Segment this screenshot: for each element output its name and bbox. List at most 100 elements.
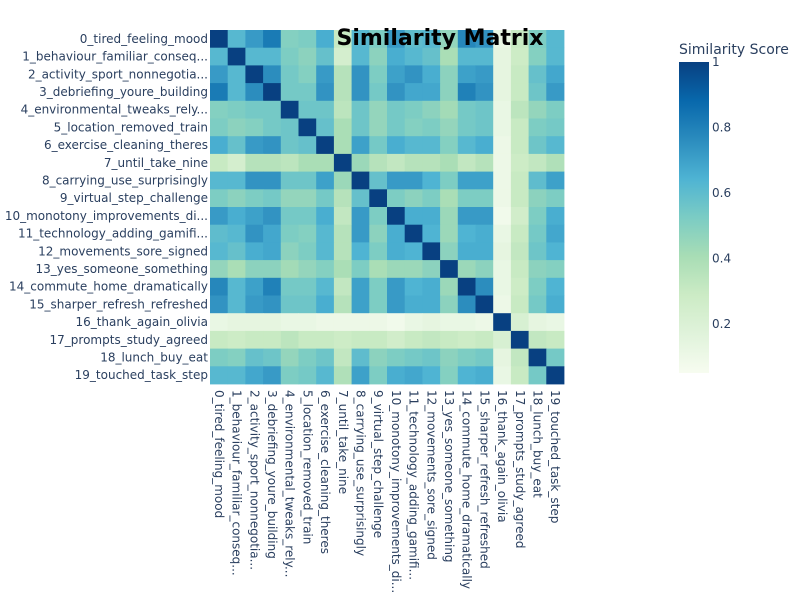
heatmap-cell[interactable] — [493, 330, 512, 349]
heatmap-cell[interactable] — [369, 30, 388, 49]
heatmap-cell[interactable] — [316, 295, 335, 314]
heatmap-cell[interactable] — [298, 207, 317, 226]
heatmap-cell[interactable] — [440, 260, 459, 279]
heatmap-cell[interactable] — [457, 153, 476, 172]
heatmap-cell[interactable] — [298, 224, 317, 243]
heatmap-cell[interactable] — [227, 348, 246, 367]
heatmap-cell[interactable] — [387, 348, 406, 367]
heatmap-cell[interactable] — [404, 189, 423, 208]
heatmap-cell[interactable] — [263, 189, 282, 208]
heatmap-cell[interactable] — [457, 277, 476, 296]
heatmap-cell[interactable] — [263, 242, 282, 261]
heatmap-cell[interactable] — [210, 348, 229, 367]
heatmap-cell[interactable] — [510, 83, 529, 102]
heatmap-cell[interactable] — [457, 65, 476, 84]
heatmap-cell[interactable] — [457, 348, 476, 367]
heatmap-cell[interactable] — [528, 366, 547, 385]
heatmap-cell[interactable] — [280, 313, 299, 332]
heatmap-cell[interactable] — [280, 330, 299, 349]
heatmap-cell[interactable] — [333, 118, 352, 137]
heatmap-cell[interactable] — [210, 136, 229, 155]
heatmap-cell[interactable] — [333, 136, 352, 155]
heatmap-cell[interactable] — [422, 207, 441, 226]
heatmap-cell[interactable] — [263, 330, 282, 349]
heatmap-cell[interactable] — [263, 47, 282, 66]
heatmap-cell[interactable] — [546, 171, 565, 190]
heatmap-cell[interactable] — [387, 118, 406, 137]
heatmap-cell[interactable] — [280, 100, 299, 119]
heatmap-cell[interactable] — [298, 136, 317, 155]
heatmap-cell[interactable] — [528, 136, 547, 155]
heatmap-cell[interactable] — [528, 100, 547, 119]
heatmap-cell[interactable] — [333, 100, 352, 119]
heatmap-cell[interactable] — [475, 136, 494, 155]
heatmap-cell[interactable] — [404, 207, 423, 226]
heatmap-cell[interactable] — [333, 153, 352, 172]
heatmap-cell[interactable] — [210, 277, 229, 296]
heatmap-cell[interactable] — [528, 330, 547, 349]
heatmap-cell[interactable] — [280, 65, 299, 84]
heatmap-cell[interactable] — [316, 47, 335, 66]
heatmap-cell[interactable] — [493, 242, 512, 261]
heatmap-cell[interactable] — [227, 330, 246, 349]
heatmap-cell[interactable] — [404, 313, 423, 332]
heatmap-cell[interactable] — [493, 295, 512, 314]
heatmap-cell[interactable] — [510, 171, 529, 190]
heatmap-cell[interactable] — [210, 118, 229, 137]
heatmap-cell[interactable] — [510, 277, 529, 296]
heatmap-cell[interactable] — [245, 224, 264, 243]
heatmap-cell[interactable] — [227, 313, 246, 332]
heatmap-cell[interactable] — [227, 171, 246, 190]
heatmap-cell[interactable] — [493, 118, 512, 137]
heatmap-cell[interactable] — [493, 83, 512, 102]
heatmap-cell[interactable] — [440, 207, 459, 226]
heatmap-cell[interactable] — [457, 100, 476, 119]
heatmap-cell[interactable] — [316, 118, 335, 137]
heatmap-cell[interactable] — [316, 313, 335, 332]
heatmap-cell[interactable] — [440, 65, 459, 84]
heatmap-cell[interactable] — [351, 118, 370, 137]
heatmap-cell[interactable] — [475, 224, 494, 243]
heatmap-cell[interactable] — [510, 118, 529, 137]
heatmap-cell[interactable] — [387, 100, 406, 119]
heatmap-cell[interactable] — [404, 260, 423, 279]
heatmap-cell[interactable] — [333, 366, 352, 385]
heatmap-cell[interactable] — [546, 277, 565, 296]
heatmap-cell[interactable] — [475, 295, 494, 314]
heatmap-cell[interactable] — [369, 242, 388, 261]
heatmap-cell[interactable] — [387, 47, 406, 66]
heatmap-cell[interactable] — [263, 224, 282, 243]
heatmap-cell[interactable] — [333, 189, 352, 208]
heatmap-cell[interactable] — [369, 118, 388, 137]
heatmap-cell[interactable] — [245, 348, 264, 367]
heatmap-cell[interactable] — [263, 153, 282, 172]
heatmap-cell[interactable] — [351, 30, 370, 49]
heatmap-cell[interactable] — [457, 207, 476, 226]
heatmap-cell[interactable] — [298, 65, 317, 84]
heatmap-cell[interactable] — [227, 136, 246, 155]
heatmap-cell[interactable] — [351, 207, 370, 226]
heatmap-cell[interactable] — [351, 136, 370, 155]
heatmap-cell[interactable] — [316, 366, 335, 385]
heatmap-cell[interactable] — [298, 366, 317, 385]
heatmap-cell[interactable] — [422, 136, 441, 155]
heatmap-cell[interactable] — [528, 313, 547, 332]
heatmap-cell[interactable] — [263, 260, 282, 279]
heatmap-cell[interactable] — [546, 295, 565, 314]
heatmap-cell[interactable] — [546, 348, 565, 367]
heatmap-cell[interactable] — [475, 47, 494, 66]
heatmap-cell[interactable] — [440, 136, 459, 155]
heatmap-cell[interactable] — [316, 83, 335, 102]
heatmap-cell[interactable] — [263, 295, 282, 314]
heatmap-cell[interactable] — [440, 366, 459, 385]
heatmap-cell[interactable] — [422, 83, 441, 102]
heatmap-cell[interactable] — [227, 47, 246, 66]
heatmap-cell[interactable] — [510, 65, 529, 84]
heatmap-cell[interactable] — [387, 366, 406, 385]
heatmap-cell[interactable] — [440, 330, 459, 349]
heatmap-cell[interactable] — [280, 242, 299, 261]
heatmap-cell[interactable] — [510, 330, 529, 349]
heatmap-cell[interactable] — [227, 100, 246, 119]
heatmap-cell[interactable] — [546, 47, 565, 66]
heatmap-cell[interactable] — [546, 366, 565, 385]
